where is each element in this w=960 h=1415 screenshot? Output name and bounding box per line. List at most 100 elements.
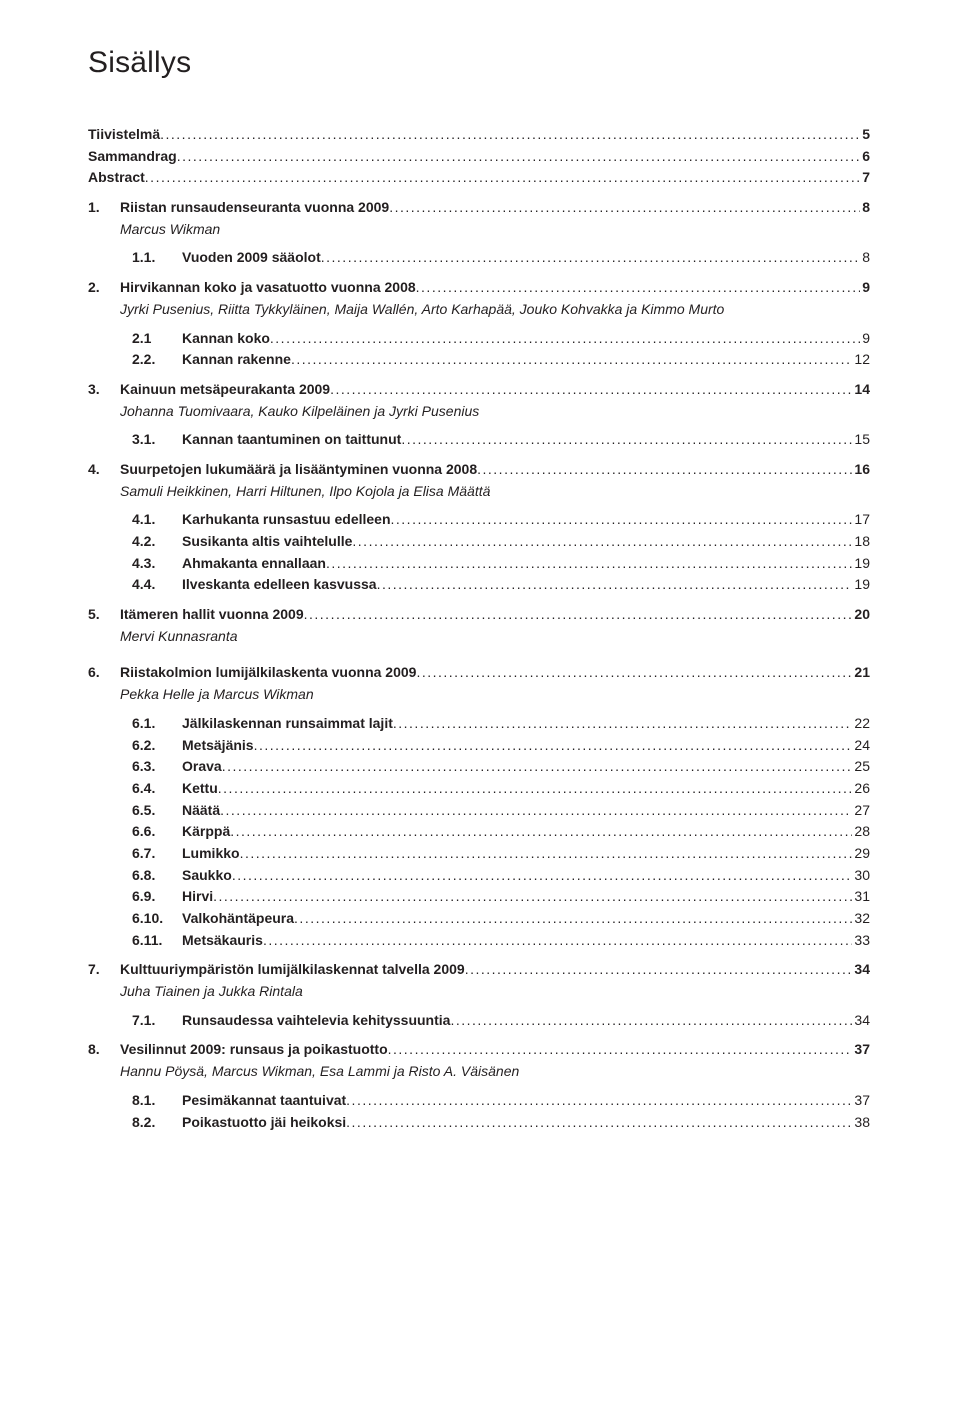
- entry-label: Saukko: [182, 865, 232, 887]
- entry-number: 8.1.: [88, 1090, 182, 1112]
- dot-leader: [263, 930, 852, 952]
- entry-page: 22: [852, 713, 870, 735]
- dot-leader: [450, 1010, 852, 1032]
- entry-page: 25: [852, 756, 870, 778]
- entry-number: 6.8.: [88, 865, 182, 887]
- entry-page: 14: [852, 379, 870, 401]
- entry-number: 4.: [88, 459, 120, 481]
- dot-leader: [304, 604, 853, 626]
- toc-entry: 3.Kainuun metsäpeurakanta 200914: [88, 379, 870, 401]
- entry-number: 6.2.: [88, 735, 182, 757]
- entry-page: 16: [852, 459, 870, 481]
- toc-entry: Sammandrag6: [88, 146, 870, 168]
- spacer: [88, 1031, 870, 1039]
- entry-label: Abstract: [88, 167, 145, 189]
- entry-page: 29: [852, 843, 870, 865]
- entry-number: 2.: [88, 277, 120, 299]
- entry-label: Vuoden 2009 sääolot: [182, 247, 321, 269]
- spacer: [88, 371, 870, 379]
- entry-page: 31: [852, 886, 870, 908]
- entry-number: 7.: [88, 959, 120, 981]
- entry-number: 6.6.: [88, 821, 182, 843]
- toc-entry: 2.1Kannan koko 9: [88, 328, 870, 350]
- toc-entry: 4.Suurpetojen lukumäärä ja lisääntyminen…: [88, 459, 870, 481]
- entry-page: 24: [852, 735, 870, 757]
- entry-author: Johanna Tuomivaara, Kauko Kilpeläinen ja…: [88, 401, 870, 423]
- entry-label: Sammandrag: [88, 146, 177, 168]
- entry-number: 1.1.: [88, 247, 182, 269]
- dot-leader: [160, 124, 860, 146]
- entry-label: Kainuun metsäpeurakanta 2009: [120, 379, 330, 401]
- entry-label: Susikanta altis vaihtelulle: [182, 531, 352, 553]
- dot-leader: [230, 821, 852, 843]
- entry-number: 4.1.: [88, 509, 182, 531]
- entry-page: 34: [852, 1010, 870, 1032]
- toc-title: Sisällys: [88, 46, 870, 80]
- entry-page: 5: [860, 124, 870, 146]
- entry-label: Jälkilaskennan runsaimmat lajit: [182, 713, 393, 735]
- entry-number: 6.4.: [88, 778, 182, 800]
- entry-page: 27: [852, 800, 870, 822]
- toc-entry: 6.4.Kettu 26: [88, 778, 870, 800]
- entry-page: 9: [860, 328, 870, 350]
- entry-number: 4.4.: [88, 574, 182, 596]
- entry-page: 28: [852, 821, 870, 843]
- entry-label: Ahmakanta ennallaan: [182, 553, 326, 575]
- entry-label: Poikastuotto jäi heikoksi: [182, 1112, 346, 1134]
- toc-entry: 8.2.Poikastuotto jäi heikoksi 38: [88, 1112, 870, 1134]
- entry-page: 38: [852, 1112, 870, 1134]
- dot-leader: [389, 197, 860, 219]
- dot-leader: [346, 1112, 852, 1134]
- entry-page: 37: [852, 1039, 870, 1061]
- entry-label: Kannan koko: [182, 328, 270, 350]
- entry-page: 26: [852, 778, 870, 800]
- toc-entry: 1.1.Vuoden 2009 sääolot8: [88, 247, 870, 269]
- entry-number: 6.11.: [88, 930, 182, 952]
- dot-leader: [377, 574, 853, 596]
- dot-leader: [291, 349, 852, 371]
- entry-number: 6.1.: [88, 713, 182, 735]
- entry-page: 12: [852, 349, 870, 371]
- dot-leader: [388, 1039, 853, 1061]
- entry-number: 2.1: [88, 328, 182, 350]
- dot-leader: [330, 379, 852, 401]
- entry-author: Hannu Pöysä, Marcus Wikman, Esa Lammi ja…: [88, 1061, 870, 1083]
- entry-number: 6.7.: [88, 843, 182, 865]
- entry-author: Mervi Kunnasranta: [88, 626, 870, 648]
- entry-page: 33: [852, 930, 870, 952]
- toc-entry: 6.8.Saukko 30: [88, 865, 870, 887]
- dot-leader: [213, 886, 852, 908]
- entry-label: Orava: [182, 756, 222, 778]
- entry-number: 8.2.: [88, 1112, 182, 1134]
- toc-entry: 4.1.Karhukanta runsastuu edelleen17: [88, 509, 870, 531]
- entry-label: Suurpetojen lukumäärä ja lisääntyminen v…: [120, 459, 477, 481]
- entry-page: 32: [852, 908, 870, 930]
- entry-page: 37: [852, 1090, 870, 1112]
- entry-page: 20: [852, 604, 870, 626]
- toc-entry: 3.1.Kannan taantuminen on taittunut15: [88, 429, 870, 451]
- toc-entry: Abstract7: [88, 167, 870, 189]
- dot-leader: [177, 146, 861, 168]
- toc-entry: 6.9.Hirvi31: [88, 886, 870, 908]
- dot-leader: [401, 429, 852, 451]
- entry-label: Riistakolmion lumijälkilaskenta vuonna 2…: [120, 662, 416, 684]
- entry-author: Samuli Heikkinen, Harri Hiltunen, Ilpo K…: [88, 481, 870, 503]
- entry-number: 2.2.: [88, 349, 182, 371]
- toc-entry: 6.2.Metsäjänis24: [88, 735, 870, 757]
- entry-label: Runsaudessa vaihtelevia kehityssuuntia: [182, 1010, 450, 1032]
- toc-entry: 6.Riistakolmion lumijälkilaskenta vuonna…: [88, 662, 870, 684]
- dot-leader: [326, 553, 852, 575]
- entry-label: Hirvikannan koko ja vasatuotto vuonna 20…: [120, 277, 416, 299]
- entry-label: Kettu: [182, 778, 218, 800]
- entry-number: 7.1.: [88, 1010, 182, 1032]
- entry-page: 30: [852, 865, 870, 887]
- toc-entry: 7.1.Runsaudessa vaihtelevia kehityssuunt…: [88, 1010, 870, 1032]
- entry-label: Pesimäkannat taantuivat: [182, 1090, 346, 1112]
- toc-entry: 4.3.Ahmakanta ennallaan19: [88, 553, 870, 575]
- entry-number: 4.2.: [88, 531, 182, 553]
- dot-leader: [321, 247, 860, 269]
- toc-entry: 6.1.Jälkilaskennan runsaimmat lajit 22: [88, 713, 870, 735]
- entry-label: Kannan taantuminen on taittunut: [182, 429, 401, 451]
- entry-label: Kärppä: [182, 821, 230, 843]
- toc-entry: 2.2.Kannan rakenne12: [88, 349, 870, 371]
